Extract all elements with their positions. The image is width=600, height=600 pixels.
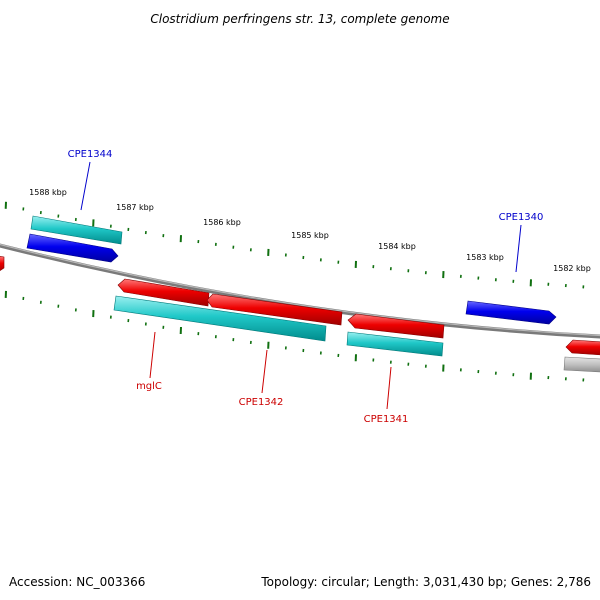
accession-label: Accession: NC_003366 — [9, 575, 145, 589]
ruler-ticks-inner — [4, 290, 585, 382]
ruler-labels: 1588 kbp 1587 kbp 1586 kbp 1585 kbp 1584… — [29, 188, 591, 273]
gene-label-cpe1344[interactable]: CPE1344 — [68, 149, 113, 160]
gene-label-cpe1341[interactable]: CPE1341 — [364, 414, 409, 425]
map-title: Clostridium perfringens str. 13, complet… — [150, 12, 449, 26]
cds-bar-mglc-cpe1342[interactable] — [113, 295, 327, 342]
leader-cpe1341 — [386, 366, 392, 410]
leader-cpe1342 — [261, 349, 268, 394]
ruler-label: 1584 kbp — [378, 242, 416, 251]
genome-backbone-highlight — [0, 243, 600, 337]
leader-cpe1344 — [80, 161, 91, 211]
ruler-label: 1588 kbp — [29, 188, 67, 197]
gene-arrow-edge-right[interactable] — [565, 339, 600, 356]
gene-arrow-cpe1341[interactable] — [347, 313, 445, 339]
gene-arrow-cpe1344[interactable] — [26, 233, 119, 263]
gene-arrow-cpe1342[interactable] — [206, 293, 343, 326]
ruler-ticks-outer — [4, 201, 585, 289]
cds-bar-cpe1344[interactable] — [30, 215, 123, 245]
ruler-label: 1587 kbp — [116, 203, 154, 212]
gene-label-cpe1340[interactable]: CPE1340 — [499, 212, 544, 223]
gene-label-cpe1342[interactable]: CPE1342 — [239, 397, 284, 408]
ruler-label: 1585 kbp — [291, 231, 329, 240]
leader-cpe1340 — [515, 224, 522, 273]
gene-arrow-mglc[interactable] — [117, 278, 210, 307]
cds-bar-edge-right[interactable] — [563, 356, 600, 373]
gene-arrow-edge-left[interactable] — [0, 256, 5, 272]
genome-summary-label: Topology: circular; Length: 3,031,430 bp… — [260, 575, 591, 589]
gene-arrow-cpe1340[interactable] — [465, 300, 557, 325]
gene-label-mglc[interactable]: mglC — [136, 381, 162, 392]
ruler-label: 1586 kbp — [203, 218, 241, 227]
ruler-label: 1583 kbp — [466, 253, 504, 262]
cds-bar-cpe1341[interactable] — [346, 331, 444, 357]
ruler-label: 1582 kbp — [553, 264, 591, 273]
leader-mglc — [149, 331, 156, 379]
